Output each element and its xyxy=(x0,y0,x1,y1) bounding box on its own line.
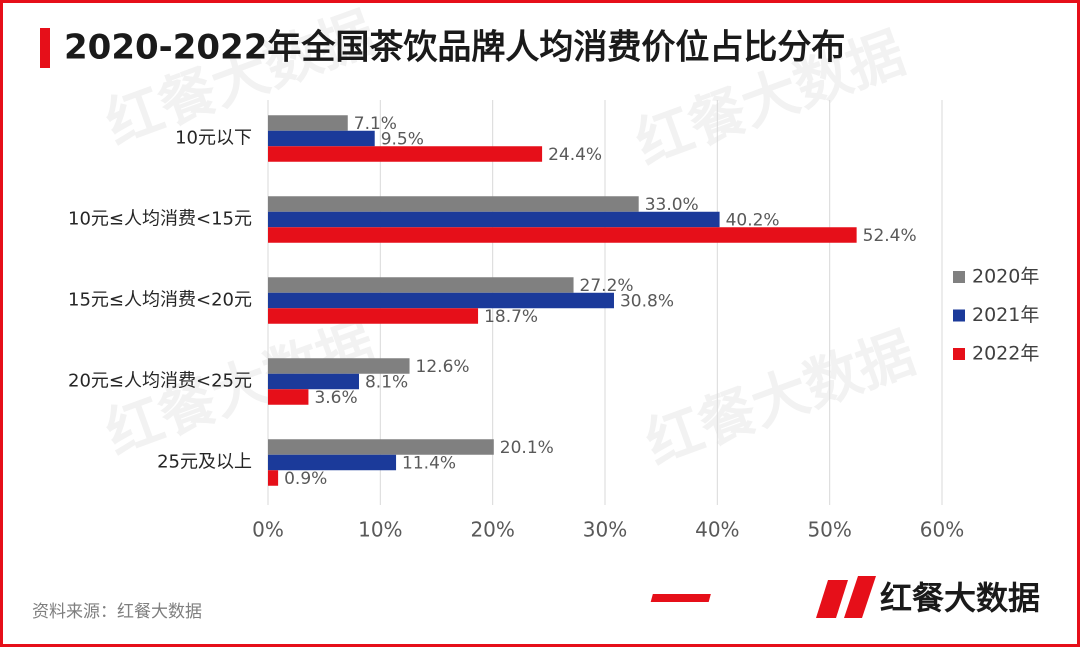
legend-marker xyxy=(953,309,965,322)
legend-marker xyxy=(953,348,965,360)
legend-marker xyxy=(953,271,965,283)
logo-icon xyxy=(650,576,876,618)
x-tick-label: 20% xyxy=(470,518,514,542)
legend-label: 2022年 xyxy=(972,343,1039,365)
bar xyxy=(268,130,375,147)
bar xyxy=(268,196,639,212)
bar xyxy=(268,292,614,309)
legend-label: 2021年 xyxy=(972,304,1039,326)
value-label: 20.1% xyxy=(500,438,554,458)
bar xyxy=(268,358,410,374)
y-tick-label: 20元≤人均消费<25元 xyxy=(68,371,252,392)
title-accent xyxy=(40,28,50,68)
value-label: 8.1% xyxy=(365,373,408,393)
x-tick-label: 50% xyxy=(807,518,851,542)
value-label: 24.4% xyxy=(548,145,602,165)
bar xyxy=(268,389,309,405)
logo-text: 红餐大数据 xyxy=(880,579,1040,617)
bar xyxy=(268,115,348,131)
value-label: 33.0% xyxy=(645,195,699,215)
y-tick-label: 10元以下 xyxy=(175,128,252,149)
bar xyxy=(268,227,857,243)
value-label: 3.6% xyxy=(314,388,357,408)
value-label: 30.8% xyxy=(620,292,674,312)
value-label: 12.6% xyxy=(416,357,470,377)
x-tick-label: 40% xyxy=(695,518,739,542)
value-label: 9.5% xyxy=(381,130,424,150)
y-tick-label: 15元≤人均消费<20元 xyxy=(68,290,252,311)
x-tick-label: 0% xyxy=(252,518,284,542)
y-tick-label: 10元≤人均消费<15元 xyxy=(68,209,252,230)
y-tick-label: 25元及以上 xyxy=(157,452,252,473)
legend-label: 2020年 xyxy=(972,266,1039,288)
value-label: 18.7% xyxy=(484,307,538,327)
value-label: 27.2% xyxy=(580,276,634,296)
x-tick-label: 10% xyxy=(358,518,402,542)
bar xyxy=(268,308,479,324)
value-label: 52.4% xyxy=(863,226,917,246)
value-label: 40.2% xyxy=(726,211,780,231)
bar xyxy=(268,211,720,228)
value-label: 0.9% xyxy=(284,469,327,489)
x-tick-label: 30% xyxy=(583,518,627,542)
source: 资料来源：红餐大数据 xyxy=(32,602,202,622)
value-label: 11.4% xyxy=(402,454,456,474)
bar xyxy=(268,373,359,390)
value-label: 7.1% xyxy=(354,114,397,134)
chart-title: 2020-2022年全国茶饮品牌人均消费价位占比分布 xyxy=(64,28,845,68)
bar xyxy=(268,146,543,162)
bar xyxy=(268,470,279,486)
bar xyxy=(268,439,494,455)
x-tick-label: 60% xyxy=(920,518,964,542)
bar xyxy=(268,454,397,471)
bar xyxy=(268,277,574,293)
